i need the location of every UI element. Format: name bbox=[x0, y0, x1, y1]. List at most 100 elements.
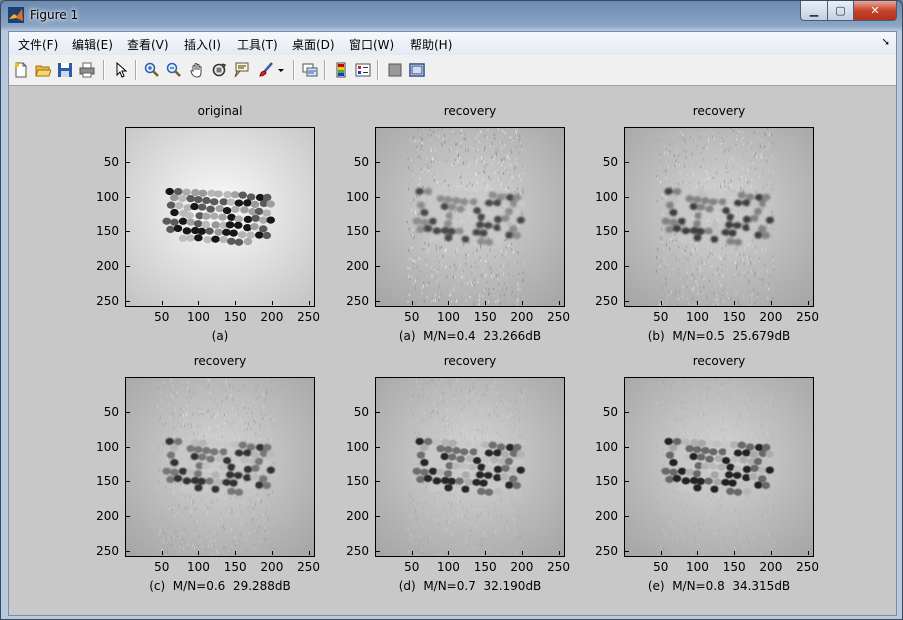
menu-edit[interactable]: 编辑(E) bbox=[72, 38, 113, 52]
zoom-out-icon[interactable] bbox=[164, 60, 184, 80]
jellybeans bbox=[412, 437, 525, 496]
y-tick-mark bbox=[625, 231, 629, 233]
image-plot[interactable] bbox=[125, 377, 315, 557]
x-tick-mark bbox=[308, 551, 310, 555]
x-tick-label: 150 bbox=[473, 310, 497, 324]
title-bar[interactable]: Figure 1 ▁ ▢ ✕ bbox=[1, 1, 902, 31]
y-tick-label: 100 bbox=[96, 439, 119, 454]
x-tick-label: 100 bbox=[186, 310, 210, 324]
x-tick-label: 250 bbox=[796, 310, 820, 324]
y-tick-mark bbox=[126, 300, 130, 302]
y-tick-mark bbox=[625, 196, 629, 198]
dock-arrow-icon[interactable]: ➘ bbox=[881, 37, 890, 48]
menu-window[interactable]: 窗口(W) bbox=[349, 38, 395, 52]
rotate-3d-icon[interactable] bbox=[209, 60, 229, 80]
window-title: Figure 1 bbox=[30, 8, 79, 22]
brush-dropdown-icon[interactable] bbox=[276, 60, 286, 80]
x-tick-mark bbox=[161, 551, 163, 555]
menu-bar: 文件(F) 编辑(E) 查看(V) 插入(I) 工具(T) 桌面(D) 窗口(W… bbox=[9, 32, 896, 55]
image-plot[interactable] bbox=[375, 377, 565, 557]
menu-file[interactable]: 文件(F) bbox=[18, 38, 59, 52]
y-tick-label: 250 bbox=[595, 293, 618, 308]
y-tick-mark bbox=[625, 550, 629, 552]
save-icon[interactable] bbox=[55, 60, 75, 80]
image-plot[interactable] bbox=[624, 377, 814, 557]
x-tick-mark bbox=[558, 301, 560, 305]
axes-recovery-0.6[interactable]: recovery 50 100 150 200 250 50 100 150 200 250 (c) … bbox=[96, 354, 320, 593]
minimize-button[interactable]: ▁ bbox=[800, 1, 828, 21]
close-button[interactable]: ✕ bbox=[854, 1, 897, 21]
axes-xlabel: (a) M/N=0.4 23.266dB bbox=[398, 329, 542, 343]
print-icon[interactable] bbox=[77, 60, 97, 80]
menu-view[interactable]: 查看(V) bbox=[127, 38, 169, 52]
y-tick-mark bbox=[126, 411, 130, 413]
x-tick-label: 200 bbox=[510, 310, 534, 324]
image-svg bbox=[625, 128, 813, 306]
image-plot[interactable] bbox=[624, 127, 814, 307]
image-svg bbox=[376, 378, 564, 556]
axes-xlabel: (a) bbox=[211, 329, 229, 343]
y-tick-mark bbox=[625, 161, 629, 163]
toolbar-separator bbox=[293, 60, 295, 80]
y-tick-mark bbox=[376, 446, 380, 448]
image-svg bbox=[376, 128, 564, 306]
axes-recovery-0.4[interactable]: recovery 50 100 150 200 250 50 100 150 200 250 (a) … bbox=[346, 104, 570, 343]
y-tick-mark bbox=[126, 266, 130, 268]
zoom-in-icon[interactable] bbox=[142, 60, 162, 80]
pan-hand-icon[interactable] bbox=[187, 60, 207, 80]
show-plot-tools-icon[interactable] bbox=[407, 60, 427, 80]
x-tick-mark bbox=[770, 551, 772, 555]
y-tick-mark bbox=[376, 550, 380, 552]
y-tick-label: 100 bbox=[595, 189, 618, 204]
jellybeans bbox=[661, 187, 774, 246]
axes-original[interactable]: original 50 100 150 200 250 50 100 150 200 250 (a) bbox=[96, 104, 320, 343]
axes-recovery-0.7[interactable]: recovery 50 100 150 200 250 50 100 150 200 250 (d) … bbox=[346, 354, 570, 593]
colorbar-icon[interactable] bbox=[331, 60, 351, 80]
pointer-icon[interactable] bbox=[111, 60, 131, 80]
image-svg bbox=[625, 378, 813, 556]
x-tick-mark bbox=[697, 551, 699, 555]
new-figure-icon[interactable] bbox=[11, 60, 31, 80]
axes-xlabel: (c) M/N=0.6 29.288dB bbox=[149, 579, 291, 593]
image-plot[interactable] bbox=[375, 127, 565, 307]
y-tick-mark bbox=[376, 516, 380, 518]
x-tick-mark bbox=[161, 301, 163, 305]
x-tick-mark bbox=[198, 301, 200, 305]
axes-recovery-0.5[interactable]: recovery 50 100 150 200 250 50 100 150 200 250 (b) … bbox=[595, 104, 819, 343]
y-tick-mark bbox=[126, 446, 130, 448]
maximize-button[interactable]: ▢ bbox=[828, 1, 854, 21]
hide-plot-tools-icon[interactable] bbox=[385, 60, 405, 80]
x-tick-label: 100 bbox=[186, 560, 210, 574]
x-tick-mark bbox=[235, 551, 237, 555]
link-plot-icon[interactable] bbox=[300, 60, 320, 80]
menu-desktop[interactable]: 桌面(D) bbox=[292, 38, 335, 52]
image-plot[interactable] bbox=[125, 127, 315, 307]
x-tick-label: 100 bbox=[685, 560, 709, 574]
y-tick-mark bbox=[376, 161, 380, 163]
axes-recovery-0.8[interactable]: recovery 50 100 150 200 250 50 100 150 200 250 (e) … bbox=[595, 354, 819, 593]
x-tick-label: 150 bbox=[223, 310, 247, 324]
x-tick-mark bbox=[485, 551, 487, 555]
y-tick-label: 50 bbox=[602, 404, 618, 419]
data-cursor-icon[interactable] bbox=[231, 60, 251, 80]
y-tick-label: 150 bbox=[346, 474, 369, 489]
open-file-icon[interactable] bbox=[33, 60, 53, 80]
legend-icon[interactable] bbox=[353, 60, 373, 80]
noise-band bbox=[406, 128, 525, 306]
y-tick-mark bbox=[625, 516, 629, 518]
jellybeans bbox=[412, 187, 525, 246]
x-tick-label: 100 bbox=[436, 310, 460, 324]
x-tick-label: 200 bbox=[260, 560, 284, 574]
menu-tools[interactable]: 工具(T) bbox=[237, 38, 278, 52]
brush-icon[interactable] bbox=[256, 60, 276, 80]
menu-help[interactable]: 帮助(H) bbox=[410, 38, 453, 52]
matlab-icon bbox=[8, 7, 24, 23]
x-tick-mark bbox=[271, 551, 273, 555]
y-tick-mark bbox=[625, 266, 629, 268]
jellybeans bbox=[661, 437, 774, 496]
menu-insert[interactable]: 插入(I) bbox=[184, 38, 221, 52]
toolbar-separator bbox=[135, 60, 137, 80]
x-tick-label: 250 bbox=[297, 560, 321, 574]
x-tick-mark bbox=[198, 551, 200, 555]
